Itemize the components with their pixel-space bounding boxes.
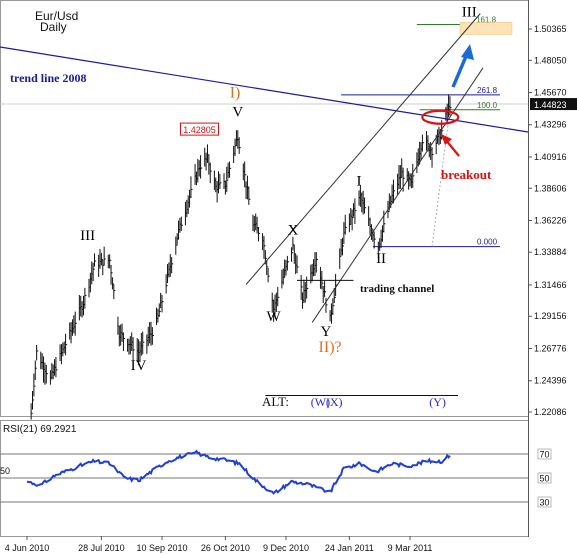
wave-label: II [376, 251, 386, 267]
wave-label: V [232, 105, 243, 121]
target-box [459, 22, 513, 35]
fib-level-label: 261.8 [477, 86, 498, 95]
price-tick-label: 1.43296 [534, 120, 567, 130]
price-tick-label: 1.22086 [534, 407, 567, 417]
price-tag-box [180, 122, 219, 136]
last-price-label: 1.44823 [534, 100, 567, 110]
price-tick-label: 1.26776 [534, 343, 567, 353]
breakout-ellipse [421, 109, 460, 125]
alt-wave-label: (X) [326, 395, 343, 409]
fib-level-label: 100.0 [477, 101, 498, 110]
rsi-side-label: 50 [0, 466, 10, 476]
rsi-tick-box [537, 496, 552, 508]
fib-level-label: 0.000 [477, 238, 498, 247]
trend-line-2008 [0, 46, 529, 133]
wave-label: I) [230, 85, 241, 102]
alt-label: ALT: [262, 394, 289, 409]
rsi-tick-box [537, 472, 552, 484]
breakout-label: breakout [441, 167, 492, 182]
price-tag-label: 1.42805 [183, 125, 216, 135]
date-axis-ticks: 4 Jun 2010 28 Jul 2010 10 Sep 2010 26 Oct 2… [5, 536, 433, 553]
date-tick-label: 10 Sep 2010 [136, 543, 187, 553]
rsi-tick-label: 30 [539, 498, 549, 508]
date-tick-label: 9 Dec 2010 [263, 543, 309, 553]
rsi-line [26, 449, 451, 495]
wave-label: II)? [319, 339, 342, 356]
price-tick-label: 1.24396 [534, 376, 567, 386]
date-tick-label: 28 Jul 2010 [78, 543, 125, 553]
trend-line-label: trend line 2008 [10, 71, 86, 85]
alt-wave-label: (Y) [429, 395, 446, 409]
wave-label: I [357, 174, 362, 190]
price-tick-label: 1.38606 [534, 183, 567, 193]
rsi-tick-box [537, 448, 552, 460]
fibonacci-levels: 161.8 261.8 100.0 0.000 [341, 15, 513, 248]
price-axis-ticks: 1.50365 1.48050 1.45670 1.43296 1.40916 1.386… [0, 24, 577, 417]
target-arrow-shaft [451, 53, 469, 88]
fib-anchor-line [431, 109, 451, 247]
alt-wave-label: (W) [311, 395, 330, 409]
price-tick-label: 1.48050 [534, 55, 567, 65]
price-tick-label: 1.31466 [534, 280, 567, 290]
price-tick-label: 1.50365 [534, 24, 567, 34]
price-tick-label: 1.40916 [534, 152, 567, 162]
date-tick-label: 24 Jan 2011 [325, 543, 374, 553]
wave-label: III [80, 228, 95, 244]
target-arrow-head [461, 44, 474, 60]
wave-label: IV [131, 358, 147, 374]
rsi-indicator: RSI(21) 69.2921 70 50 30 50 [0, 424, 552, 508]
date-tick-label: 9 Mar 2011 [388, 543, 433, 553]
wave-label: III [462, 4, 477, 20]
symbol-title: Eur/Usd [35, 9, 78, 23]
wave-label: W [267, 309, 282, 325]
channel-upper-line [245, 13, 481, 285]
date-tick-label: 4 Jun 2010 [5, 543, 50, 553]
price-tick-label: 1.36226 [534, 215, 567, 225]
trend-lines [0, 13, 529, 397]
date-tick-label: 26 Oct 2010 [201, 543, 250, 553]
wave-label: X [287, 222, 298, 238]
timeframe-label: Daily [40, 20, 67, 34]
trading-channel-label: trading channel [360, 283, 434, 295]
fib-level-label: 161.8 [476, 15, 497, 24]
rsi-tick-label: 50 [539, 474, 549, 484]
breakout-arrow-head [441, 134, 452, 145]
price-tick-label: 1.29156 [534, 311, 567, 321]
last-price-tag [530, 98, 577, 111]
wave-label: Y [321, 324, 332, 340]
annotations: trend line 2008 breakout trading channel AL… [10, 4, 492, 409]
rsi-title: RSI(21) 69.2921 [3, 424, 77, 435]
price-tick-label: 1.33884 [534, 247, 567, 257]
price-tick-label: 1.45670 [534, 88, 567, 98]
rsi-tick-label: 70 [539, 450, 549, 460]
